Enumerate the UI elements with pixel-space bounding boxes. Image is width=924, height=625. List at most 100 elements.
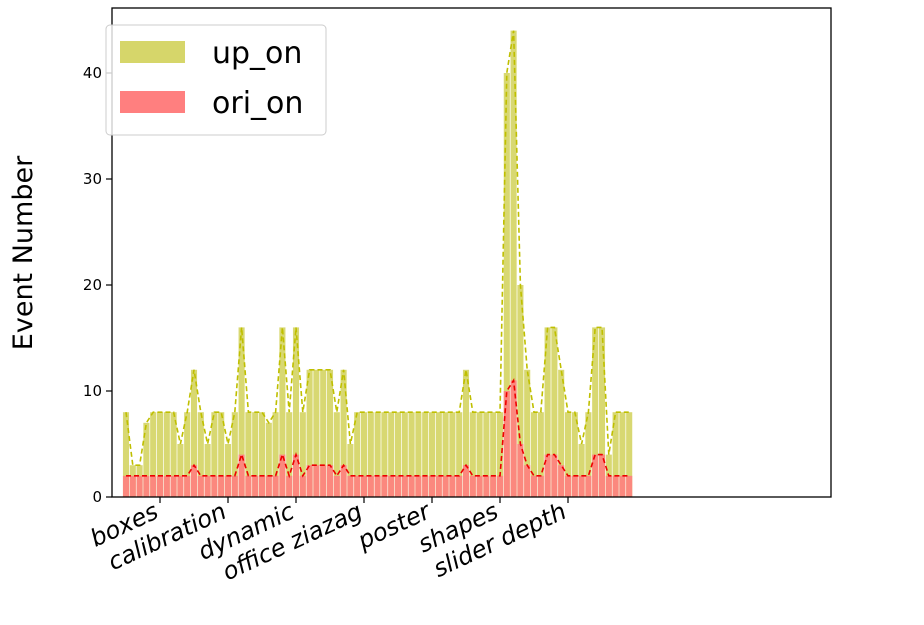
bar-ori-on-73 (619, 475, 626, 497)
bar-ori-on-26 (299, 475, 306, 497)
bar-ori-on-8 (177, 475, 184, 497)
bar-ori-on-50 (462, 465, 470, 497)
series-ori-on-bars (122, 380, 633, 497)
bar-up-on-12 (204, 444, 211, 497)
bar-ori-on-54 (490, 475, 497, 497)
bar-ori-on-44 (422, 475, 429, 497)
bar-up-on-67 (578, 444, 585, 497)
legend: up_on ori_on (105, 24, 327, 136)
plot-frame (111, 7, 832, 498)
bar-up-on-65 (564, 412, 572, 497)
bar-ori-on-10 (190, 465, 198, 497)
y-tick-label: 30 (83, 170, 102, 188)
bar-up-on-60 (530, 412, 538, 497)
bar-ori-on-70 (598, 454, 606, 497)
bar-ori-on-30 (326, 465, 334, 497)
bar-ori-on-39 (388, 475, 395, 497)
bar-ori-on-71 (605, 475, 612, 497)
y-tick-label: 0 (92, 488, 102, 506)
bar-ori-on-41 (401, 475, 408, 497)
bar-ori-on-24 (286, 475, 293, 497)
bar-ori-on-11 (197, 475, 204, 497)
bar-ori-on-21 (265, 475, 272, 497)
bar-up-on-61 (537, 412, 544, 497)
bar-up-on-29 (320, 369, 327, 497)
bar-ori-on-47 (442, 475, 449, 497)
bar-ori-on-1 (129, 475, 136, 497)
bar-ori-on-59 (524, 465, 531, 497)
bar-up-on-66 (571, 412, 578, 497)
y-axis: 0 10 20 30 40 (83, 64, 112, 506)
bar-ori-on-34 (354, 475, 361, 497)
bar-up-on-58 (517, 285, 524, 497)
bar-up-on-64 (558, 369, 565, 497)
bar-up-on-5 (156, 412, 164, 497)
bar-up-on-22 (272, 412, 279, 497)
bar-up-on-24 (286, 412, 293, 497)
bar-up-on-48 (449, 412, 456, 497)
bar-ori-on-33 (347, 475, 354, 497)
bar-up-on-31 (333, 412, 340, 497)
bar-ori-on-62 (544, 454, 551, 497)
bar-ori-on-40 (394, 475, 402, 497)
bar-ori-on-25 (292, 454, 300, 497)
bar-up-on-23 (279, 327, 286, 497)
legend-swatch-ori-on (120, 91, 185, 113)
bar-up-on-56 (503, 73, 510, 497)
bar-up-on-53 (483, 412, 490, 497)
series-up-on-bars (122, 30, 633, 497)
bar-up-on-45 (428, 412, 436, 497)
bar-ori-on-31 (333, 475, 340, 497)
bar-ori-on-19 (252, 475, 259, 497)
trend-lines (125, 30, 630, 479)
bar-up-on-54 (490, 412, 497, 497)
bar-ori-on-3 (143, 475, 150, 497)
bar-up-on-62 (544, 327, 551, 497)
bar-up-on-28 (313, 369, 320, 497)
bar-ori-on-16 (231, 475, 238, 497)
bar-ori-on-72 (612, 475, 619, 497)
bar-ori-on-46 (435, 475, 442, 497)
bar-ori-on-48 (449, 475, 456, 497)
bar-up-on-34 (354, 412, 361, 497)
bar-up-on-10 (190, 369, 198, 497)
bar-ori-on-9 (184, 475, 191, 497)
bar-ori-on-20 (258, 475, 266, 497)
bar-ori-on-23 (279, 454, 286, 497)
bar-ori-on-52 (476, 475, 483, 497)
bar-ori-on-49 (456, 475, 463, 497)
bar-ori-on-67 (578, 475, 585, 497)
bar-up-on-38 (381, 412, 388, 497)
bar-up-on-26 (299, 412, 306, 497)
y-axis-title: Event Number (8, 155, 39, 350)
bar-up-on-21 (265, 422, 272, 497)
bar-ori-on-32 (340, 465, 347, 497)
bar-up-on-42 (408, 412, 415, 497)
legend-label-ori-on: ori_on (212, 86, 303, 121)
legend-swatch-up-on (120, 41, 185, 63)
bar-up-on-55 (496, 412, 504, 497)
bar-up-on-18 (245, 412, 252, 497)
bar-up-on-13 (211, 412, 218, 497)
bar-ori-on-66 (571, 475, 578, 497)
bar-up-on-6 (163, 412, 170, 497)
bar-ori-on-4 (150, 475, 157, 497)
bar-ori-on-42 (408, 475, 415, 497)
bar-ori-on-12 (204, 475, 211, 497)
bar-up-on-27 (306, 369, 313, 497)
bar-up-on-0 (122, 412, 130, 497)
bar-up-on-43 (415, 412, 422, 497)
bar-up-on-49 (456, 412, 463, 497)
bar-ori-on-68 (585, 475, 592, 497)
bar-up-on-51 (469, 412, 476, 497)
bar-ori-on-7 (170, 475, 177, 497)
bar-ori-on-37 (374, 475, 381, 497)
bar-up-on-36 (367, 412, 374, 497)
bar-up-on-46 (435, 412, 442, 497)
bar-ori-on-69 (592, 454, 599, 497)
bar-ori-on-58 (517, 444, 524, 497)
y-tick-label: 10 (83, 382, 102, 400)
y-tick-label: 40 (83, 64, 102, 82)
bar-up-on-33 (347, 444, 354, 497)
